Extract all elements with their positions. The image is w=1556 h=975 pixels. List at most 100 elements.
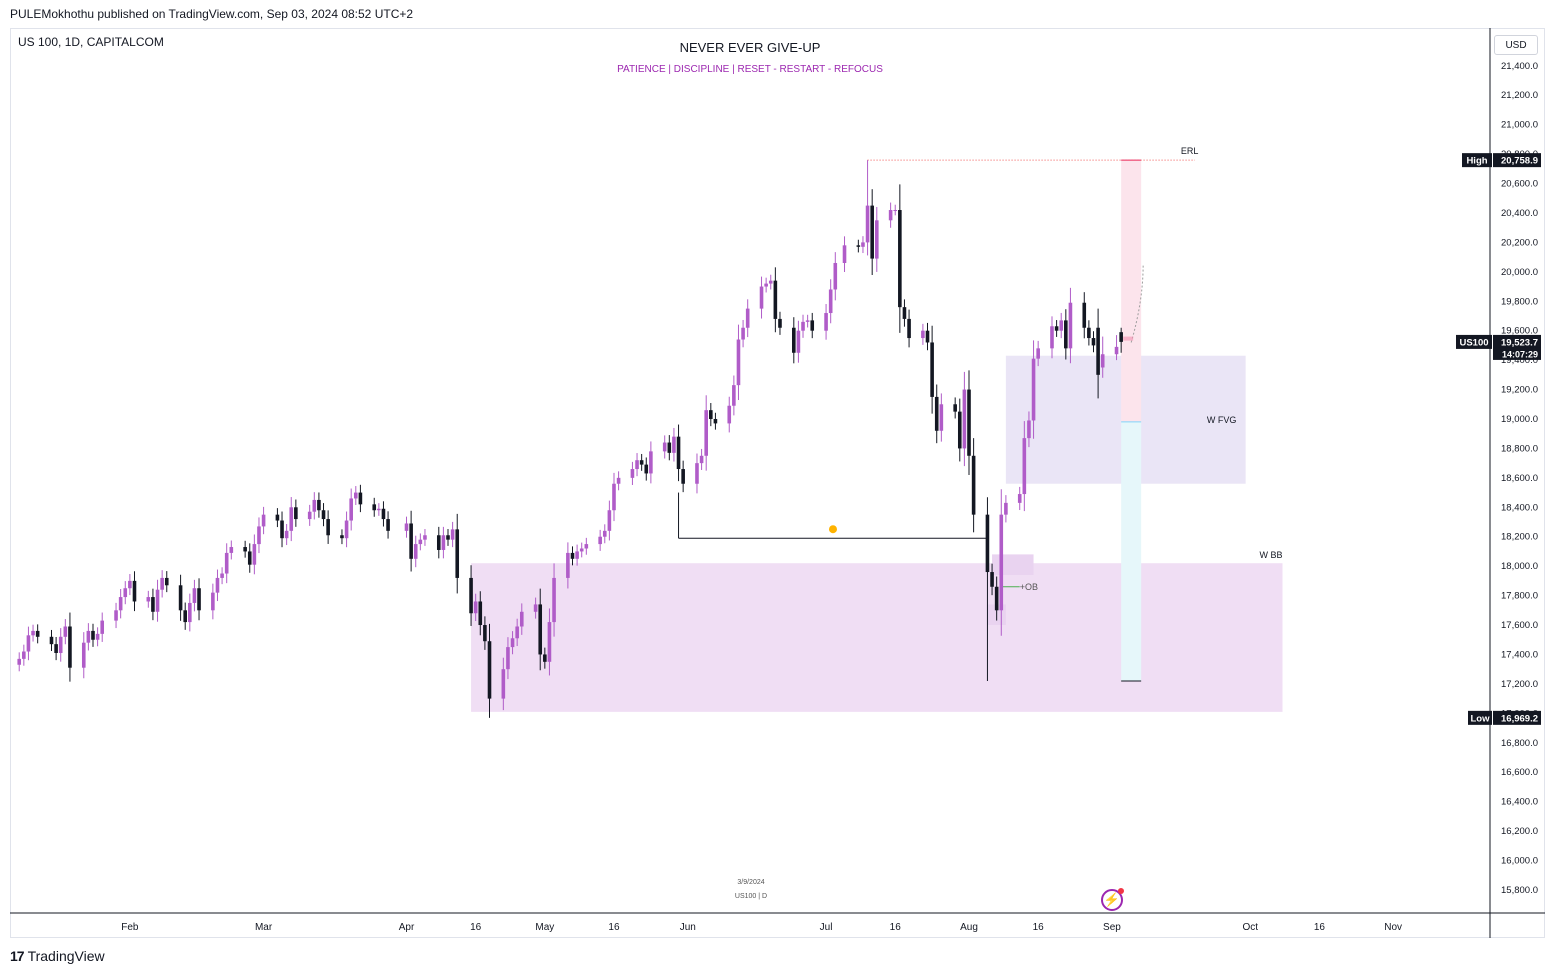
candle-body	[372, 504, 377, 511]
candle-body	[778, 318, 782, 328]
y-tick-label: 17,600.0	[1501, 620, 1538, 631]
candle-body	[1087, 327, 1091, 339]
candle-body	[667, 442, 672, 453]
candle-body	[953, 404, 957, 412]
candle-body	[63, 626, 68, 637]
candle-body	[473, 601, 478, 614]
candle-body	[436, 535, 441, 550]
candle-body	[358, 492, 363, 505]
candle-body	[662, 442, 667, 452]
candle-body	[584, 544, 589, 549]
candle-body	[547, 622, 552, 662]
x-tick-label: Jun	[680, 922, 696, 933]
x-tick-label: May	[535, 922, 554, 933]
candle-body	[183, 610, 188, 623]
candle-body	[1096, 327, 1100, 375]
candle-body	[861, 242, 865, 247]
currency-button[interactable]: USD	[1494, 35, 1538, 55]
y-tick-label: 18,000.0	[1501, 561, 1538, 572]
candle-body	[446, 535, 450, 540]
candle-body	[413, 544, 418, 559]
y-tick-label: 20,200.0	[1501, 237, 1538, 248]
candle-body	[317, 499, 321, 511]
candle-body	[423, 535, 427, 540]
candle-body	[1027, 420, 1031, 439]
candle-body	[902, 307, 907, 319]
y-tick-label: 19,400.0	[1501, 355, 1538, 366]
candle-body	[1100, 354, 1105, 368]
y-tick-label: 20,400.0	[1501, 208, 1538, 219]
candle-body	[506, 647, 510, 670]
tradingview-logo[interactable]: 17 TradingView	[10, 948, 105, 964]
candle-body	[994, 586, 999, 611]
x-tick-label: Aug	[960, 922, 978, 933]
candle-body	[307, 511, 312, 520]
candle-body	[824, 313, 828, 331]
last-price-badge-label-bg	[1456, 334, 1492, 349]
position-marker	[1123, 336, 1134, 341]
candle-body	[538, 604, 543, 655]
candle-body	[450, 529, 455, 540]
candle-body	[732, 385, 736, 406]
candle-body	[340, 535, 344, 539]
candle-body	[91, 630, 95, 640]
weekly-bb-zone	[471, 563, 1283, 712]
candle-body	[95, 633, 100, 640]
candle-body	[280, 520, 284, 539]
candle-body	[68, 626, 72, 668]
y-tick-label: 19,200.0	[1501, 385, 1538, 396]
candle-body	[792, 327, 796, 353]
x-tick-label: Oct	[1242, 922, 1258, 933]
y-tick-label: 20,600.0	[1501, 179, 1538, 190]
candle-body	[598, 536, 602, 545]
y-tick-label: 21,000.0	[1501, 120, 1538, 131]
ob-label: +OB	[1020, 582, 1038, 592]
candle-body	[178, 585, 183, 611]
candle-body	[349, 498, 353, 521]
x-tick-label: 16	[890, 922, 902, 933]
weekly-fvg-label: W FVG	[1207, 415, 1237, 425]
candle-body	[54, 644, 58, 653]
candle-body	[31, 630, 35, 636]
candle-body	[934, 396, 939, 431]
candle-body	[649, 451, 653, 474]
x-tick-label: Mar	[255, 922, 273, 933]
x-tick-label: 16	[470, 922, 482, 933]
chart-subtitle: PATIENCE | DISCIPLINE | RESET - RESTART …	[617, 64, 883, 75]
candle-body	[874, 220, 879, 259]
candle-body	[833, 262, 838, 290]
y-tick-label: 16,600.0	[1501, 767, 1538, 778]
candle-body	[1004, 502, 1008, 515]
x-tick-label: Jul	[820, 922, 833, 933]
candle-body	[676, 436, 681, 470]
flash-icon[interactable]: ⚡	[1101, 888, 1124, 911]
candle-body	[312, 499, 317, 512]
y-tick-label: 19,000.0	[1501, 414, 1538, 425]
symbol-label[interactable]: US 100, 1D, CAPITALCOM	[18, 35, 164, 49]
candle-body	[990, 572, 994, 587]
low-badge-value: 16,969.2	[1501, 713, 1538, 724]
candle-body	[713, 418, 718, 424]
candle-body	[533, 604, 538, 612]
candle-body	[487, 641, 492, 699]
candle-body	[386, 519, 390, 531]
candle-body	[160, 577, 164, 590]
candle-body	[381, 508, 386, 520]
x-tick-label: 16	[1033, 922, 1045, 933]
candle-body	[745, 308, 750, 328]
candle-body	[86, 630, 91, 643]
candle-body	[409, 523, 413, 559]
candle-body	[1059, 320, 1064, 331]
candle-body	[224, 552, 229, 574]
candle-body	[211, 592, 215, 611]
candle-body	[1119, 332, 1123, 342]
target-risk-zone	[1121, 421, 1142, 681]
candle-body	[1050, 326, 1054, 349]
candle-body	[856, 245, 861, 247]
y-tick-label: 17,400.0	[1501, 649, 1538, 660]
candle-body	[1036, 348, 1040, 359]
candle-body	[759, 286, 764, 309]
candle-body	[257, 526, 261, 545]
high-badge-label: High	[1466, 156, 1487, 167]
